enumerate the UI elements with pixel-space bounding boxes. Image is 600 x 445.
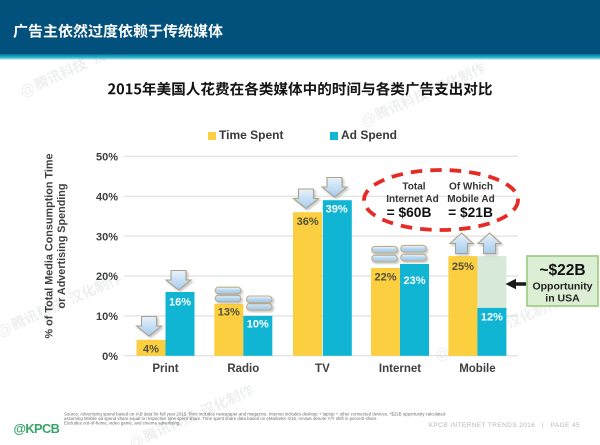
svg-text:Internet Ad: Internet Ad — [386, 194, 438, 205]
svg-text:= $60B: = $60B — [387, 205, 432, 220]
svg-text:10%: 10% — [247, 318, 269, 330]
svg-text:50%: 50% — [96, 152, 118, 164]
svg-text:20%: 20% — [96, 271, 118, 283]
svg-text:39%: 39% — [326, 204, 348, 216]
svg-text:~$22B: ~$22B — [539, 262, 585, 279]
svg-text:= $21B: = $21B — [448, 205, 493, 220]
svg-text:40%: 40% — [96, 191, 118, 203]
svg-text:Radio: Radio — [227, 363, 259, 375]
svg-text:22%: 22% — [374, 272, 396, 284]
svg-text:or Advertising Spending: or Advertising Spending — [56, 184, 68, 309]
svg-text:30%: 30% — [96, 231, 118, 243]
svg-text:4%: 4% — [143, 343, 159, 355]
svg-text:@: @ — [18, 79, 39, 101]
svg-text:@: @ — [359, 109, 380, 131]
svg-text:in USA: in USA — [545, 293, 580, 305]
svg-text:Mobile: Mobile — [459, 363, 495, 375]
svg-text:25%: 25% — [452, 261, 474, 273]
svg-text:@: @ — [433, 343, 454, 365]
svg-text:10%: 10% — [96, 311, 118, 323]
svg-text:13%: 13% — [218, 306, 240, 318]
svg-text:TV: TV — [315, 363, 330, 375]
svg-text:Internet: Internet — [379, 363, 421, 375]
svg-text:36%: 36% — [297, 216, 319, 228]
svg-text:Opportunity: Opportunity — [532, 281, 592, 293]
svg-text:Print: Print — [152, 363, 178, 375]
svg-text:Of Which: Of Which — [449, 182, 493, 193]
svg-text:0%: 0% — [102, 351, 118, 363]
svg-text:23%: 23% — [403, 275, 425, 287]
svg-text:Mobile Ad: Mobile Ad — [447, 194, 494, 205]
svg-text:12%: 12% — [481, 311, 503, 323]
svg-text:% of Total Media Consumption T: % of Total Media Consumption Time — [44, 154, 56, 339]
svg-text:16%: 16% — [169, 297, 191, 309]
svg-text:Total: Total — [402, 182, 425, 193]
